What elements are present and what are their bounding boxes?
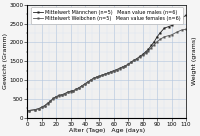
Line: Mittelwert Männchen (n=5)   Mean value males (n=6): Mittelwert Männchen (n=5) Mean value mal…: [28, 14, 187, 111]
Mittelwert Männchen (n=5)   Mean value males (n=6): [75, 88, 78, 90]
Mittelwert Weibchen (n=5)   Mean value females (n=6): [28, 110, 30, 111]
Mittelwert Weibchen (n=5)   Mean value females (n=6): [136, 58, 138, 60]
Mittelwert Männchen (n=5)   Mean value males (n=6): [180, 17, 183, 19]
X-axis label: Alter (Tage)   Age (days): Alter (Tage) Age (days): [69, 128, 145, 133]
Mittelwert Männchen (n=5)   Mean value males (n=6): [185, 15, 187, 16]
Line: Mittelwert Weibchen (n=5)   Mean value females (n=6): Mittelwert Weibchen (n=5) Mean value fem…: [28, 28, 187, 111]
Mittelwert Weibchen (n=5)   Mean value females (n=6): [78, 87, 80, 89]
Y-axis label: Weight (grams): Weight (grams): [192, 37, 197, 85]
Mittelwert Männchen (n=5)   Mean value males (n=6): [78, 87, 80, 88]
Mittelwert Weibchen (n=5)   Mean value females (n=6): [75, 88, 78, 90]
Mittelwert Weibchen (n=5)   Mean value females (n=6): [127, 64, 129, 65]
Mittelwert Männchen (n=5)   Mean value males (n=6): [127, 63, 129, 65]
Mittelwert Weibchen (n=5)   Mean value females (n=6): [185, 28, 187, 30]
Y-axis label: Gewicht (Gramm): Gewicht (Gramm): [3, 33, 8, 89]
Legend: Mittelwert Männchen (n=5)   Mean value males (n=6), Mittelwert Weibchen (n=5)   : Mittelwert Männchen (n=5) Mean value mal…: [31, 7, 183, 24]
Mittelwert Männchen (n=5)   Mean value males (n=6): [64, 93, 66, 94]
Mittelwert Männchen (n=5)   Mean value males (n=6): [28, 110, 30, 111]
Mittelwert Weibchen (n=5)   Mean value females (n=6): [64, 93, 66, 95]
Mittelwert Männchen (n=5)   Mean value males (n=6): [136, 58, 138, 59]
Mittelwert Weibchen (n=5)   Mean value females (n=6): [180, 29, 183, 31]
